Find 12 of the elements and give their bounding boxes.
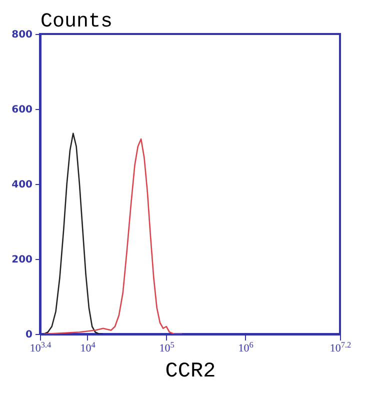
x-axis-title: CCR2	[165, 360, 216, 384]
y-tick-label: 200	[12, 254, 33, 266]
y-tick-label: 0	[26, 330, 33, 340]
y-tick-label: 800	[12, 30, 33, 40]
x-tick-label: 10$^{6}$	[238, 340, 254, 354]
x-tick-label: 10$^{4}$	[80, 340, 96, 354]
x-tick-label: 10$^{3.4}$	[30, 340, 52, 354]
x-tick-label: 10$^{7.2}$	[330, 340, 352, 354]
y-axis-title: Counts	[40, 10, 113, 34]
y-tick-label: 400	[12, 180, 33, 190]
x-tick-label: 10$^{5}$	[159, 340, 174, 354]
y-tick-label: 600	[12, 104, 33, 116]
